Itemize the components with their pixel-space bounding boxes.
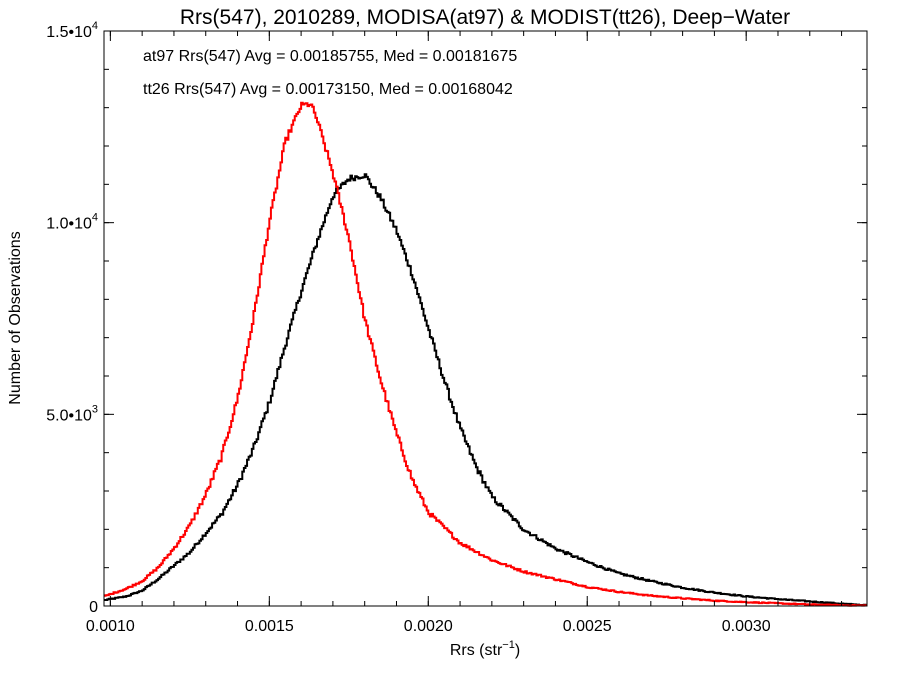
x-tick-label: 0.0025 bbox=[563, 618, 612, 635]
y-tick-label: 1.5•104 bbox=[46, 20, 98, 41]
annotation-at97-stats: at97 Rrs(547) Avg = 0.00185755, Med = 0.… bbox=[143, 48, 517, 65]
x-tick-label: 0.0015 bbox=[245, 618, 294, 635]
series-layer bbox=[104, 101, 867, 607]
y-tick-label: 0 bbox=[89, 599, 98, 616]
x-tick-label: 0.0020 bbox=[404, 618, 453, 635]
ticks-layer bbox=[104, 30, 867, 607]
y-tick-label: 1.0•104 bbox=[46, 212, 98, 233]
x-tick-labels: 0.0010 0.0015 0.0020 0.0025 0.0030 bbox=[86, 618, 771, 635]
plot-frame bbox=[103, 30, 868, 607]
annotation-tt26-stats: tt26 Rrs(547) Avg = 0.00173150, Med = 0.… bbox=[143, 81, 513, 98]
series-line-at97 bbox=[104, 173, 867, 607]
y-axis-label: Number of Observations bbox=[7, 231, 24, 404]
x-axis-label-base: Rrs (str bbox=[450, 642, 503, 659]
chart-title: Rrs(547), 2010289, MODISA(at97) & MODIST… bbox=[180, 6, 790, 29]
x-axis-label-end: ) bbox=[515, 642, 520, 659]
x-axis-label-sup: −1 bbox=[502, 639, 515, 651]
x-axis-label: Rrs (str−1) bbox=[450, 639, 520, 659]
y-tick-label: 5.0•103 bbox=[46, 403, 98, 424]
y-tick-labels: 0 5.0•103 1.0•104 1.5•104 bbox=[46, 20, 98, 616]
x-tick-label: 0.0010 bbox=[86, 618, 135, 635]
x-tick-label: 0.0030 bbox=[722, 618, 771, 635]
series-line-tt26 bbox=[104, 101, 867, 607]
